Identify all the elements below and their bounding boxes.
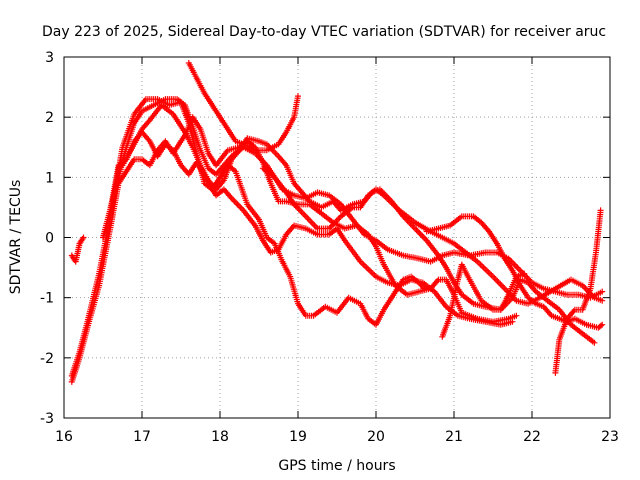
axis-ticks bbox=[63, 56, 611, 419]
series-s10 bbox=[552, 207, 604, 376]
x-axis-label: GPS time / hours bbox=[278, 458, 395, 474]
series-markers bbox=[68, 234, 87, 265]
y-tick-label: 0 bbox=[45, 231, 54, 247]
y-tick-label: -1 bbox=[40, 291, 54, 307]
y-tick-label: 2 bbox=[45, 110, 54, 126]
x-tick-label: 16 bbox=[55, 429, 73, 445]
x-tick-label: 17 bbox=[133, 429, 151, 445]
series-markers bbox=[423, 213, 606, 331]
y-tick-label: -2 bbox=[40, 351, 54, 367]
x-tick-label: 19 bbox=[289, 429, 307, 445]
series-markers bbox=[439, 261, 528, 340]
x-tick-label: 22 bbox=[523, 429, 541, 445]
y-tick-label: -3 bbox=[40, 411, 54, 427]
series-markers bbox=[259, 165, 606, 307]
series-s9 bbox=[439, 261, 528, 340]
chart-title: Day 223 of 2025, Sidereal Day-to-day VTE… bbox=[42, 24, 606, 40]
x-tick-label: 18 bbox=[211, 429, 229, 445]
series-s8 bbox=[423, 213, 606, 331]
series-markers bbox=[185, 60, 301, 154]
x-tick-label: 23 bbox=[601, 429, 619, 445]
series-markers bbox=[552, 207, 604, 376]
x-tick-label: 20 bbox=[367, 429, 385, 445]
series-s11 bbox=[68, 234, 87, 265]
y-tick-label: 3 bbox=[45, 50, 54, 66]
data-points bbox=[68, 60, 606, 385]
y-axis-label: SDTVAR / TECUs bbox=[8, 180, 24, 295]
y-tick-label: 1 bbox=[45, 170, 54, 186]
series-s6 bbox=[185, 60, 301, 154]
series-s7 bbox=[259, 165, 606, 307]
x-tick-label: 21 bbox=[445, 429, 463, 445]
